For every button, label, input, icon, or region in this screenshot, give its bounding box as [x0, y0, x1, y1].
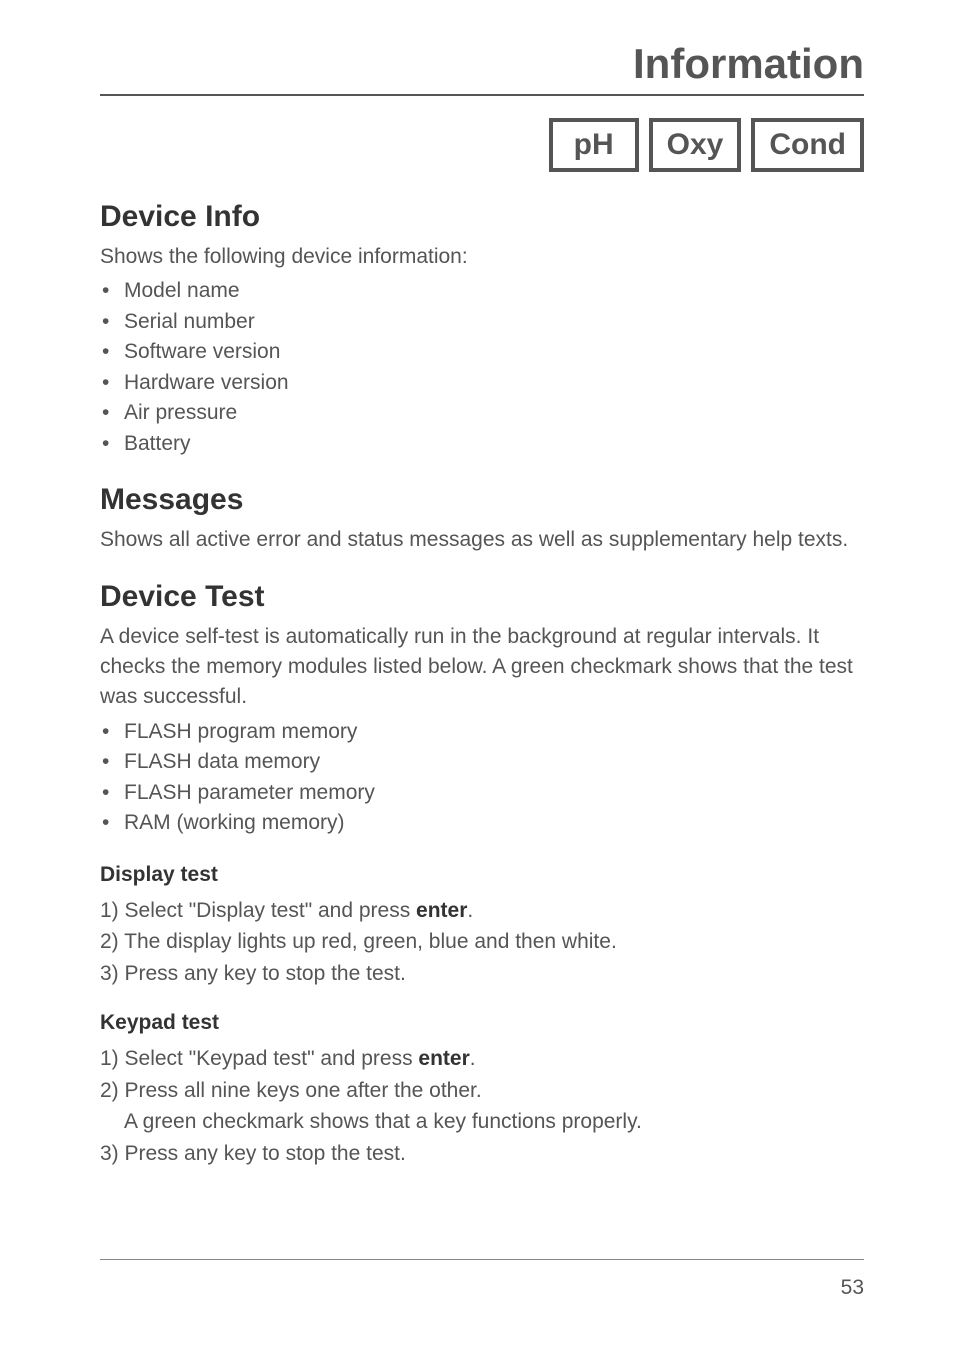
messages-text: Shows all active error and status messag…: [100, 525, 864, 555]
display-test-step-1: 1) Select "Display test" and press enter…: [100, 895, 864, 927]
keypad-test-step-3: 3) Press any key to stop the test.: [100, 1138, 864, 1170]
device-info-heading: Device Info: [100, 200, 864, 234]
step-text: 1) Select "Display test" and press: [100, 899, 416, 922]
list-item: Model name: [100, 276, 864, 306]
list-item: FLASH program memory: [100, 717, 864, 747]
keypad-test-step-2b: A green checkmark shows that a key funct…: [100, 1106, 864, 1138]
list-item: Hardware version: [100, 368, 864, 398]
tag-cond: Cond: [751, 118, 864, 172]
device-test-intro: A device self-test is automatically run …: [100, 622, 864, 713]
list-item: FLASH data memory: [100, 747, 864, 777]
footer-divider: [100, 1259, 864, 1260]
tags-row: pH Oxy Cond: [100, 118, 864, 172]
step-text: 1) Select "Keypad test" and press: [100, 1047, 418, 1070]
display-test-step-2: 2) The display lights up red, green, blu…: [100, 926, 864, 958]
list-item: RAM (working memory): [100, 808, 864, 838]
enter-key-label: enter: [418, 1047, 469, 1070]
list-item: Serial number: [100, 307, 864, 337]
display-test-step-3: 3) Press any key to stop the test.: [100, 958, 864, 990]
page-number: 53: [841, 1276, 864, 1300]
list-item: Battery: [100, 429, 864, 459]
tag-ph: pH: [549, 118, 639, 172]
display-test-heading: Display test: [100, 863, 864, 887]
list-item: FLASH parameter memory: [100, 778, 864, 808]
title-underline: [100, 94, 864, 96]
keypad-test-step-1: 1) Select "Keypad test" and press enter.: [100, 1043, 864, 1075]
device-info-list: Model name Serial number Software versio…: [100, 276, 864, 459]
tag-oxy: Oxy: [649, 118, 742, 172]
keypad-test-step-2: 2) Press all nine keys one after the oth…: [100, 1075, 864, 1107]
device-test-list: FLASH program memory FLASH data memory F…: [100, 717, 864, 839]
step-text-end: .: [470, 1047, 476, 1070]
messages-heading: Messages: [100, 483, 864, 517]
keypad-test-heading: Keypad test: [100, 1011, 864, 1035]
list-item: Air pressure: [100, 398, 864, 428]
step-text-end: .: [467, 899, 473, 922]
device-test-heading: Device Test: [100, 580, 864, 614]
device-info-intro: Shows the following device information:: [100, 242, 864, 272]
list-item: Software version: [100, 337, 864, 367]
page-title: Information: [100, 40, 864, 88]
enter-key-label: enter: [416, 899, 467, 922]
